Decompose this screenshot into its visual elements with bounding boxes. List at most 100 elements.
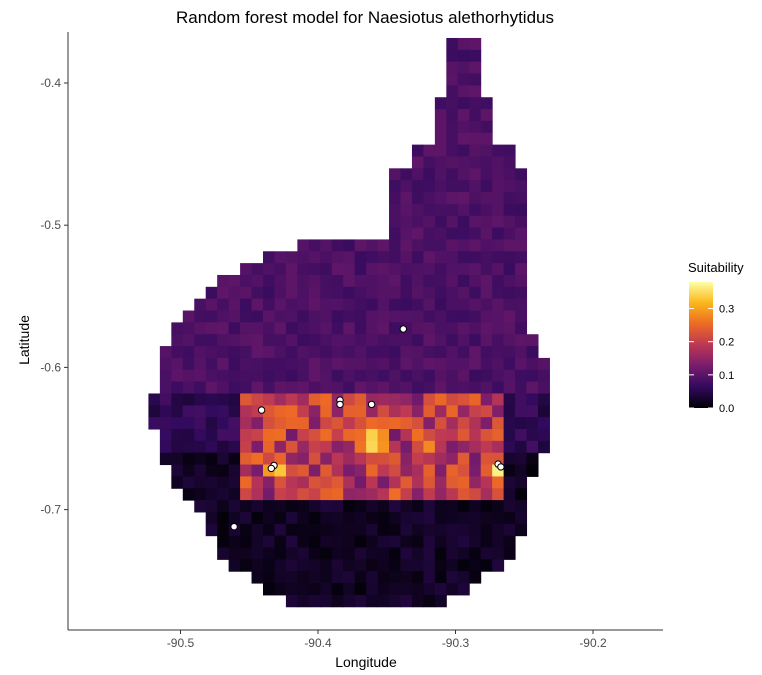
raster-cell bbox=[492, 429, 505, 442]
raster-cell bbox=[217, 417, 230, 430]
raster-cell bbox=[251, 405, 264, 418]
raster-cell bbox=[366, 393, 379, 406]
raster-cell bbox=[423, 239, 436, 252]
raster-cell bbox=[503, 310, 516, 323]
raster-cell bbox=[240, 417, 253, 430]
raster-cell bbox=[240, 310, 253, 323]
raster-cell bbox=[434, 263, 447, 276]
raster-cell bbox=[263, 500, 275, 513]
raster-cell bbox=[377, 523, 390, 537]
raster-cell bbox=[343, 405, 356, 418]
raster-cell bbox=[389, 500, 401, 513]
raster-cell bbox=[457, 381, 470, 394]
raster-cell bbox=[297, 464, 310, 477]
raster-cell bbox=[263, 429, 275, 442]
raster-cell bbox=[411, 215, 424, 229]
raster-cell bbox=[285, 263, 298, 276]
raster-cell bbox=[308, 334, 321, 347]
raster-cell bbox=[423, 286, 436, 300]
raster-cell bbox=[182, 405, 195, 418]
raster-cell bbox=[492, 488, 505, 501]
raster-cell bbox=[423, 144, 436, 157]
raster-cell bbox=[411, 452, 424, 466]
raster-cell bbox=[240, 381, 253, 394]
raster-cell bbox=[285, 417, 298, 430]
raster-cell bbox=[411, 535, 424, 549]
raster-cell bbox=[240, 535, 253, 549]
raster-cell bbox=[205, 476, 218, 489]
raster-cell bbox=[503, 346, 516, 359]
raster-cell bbox=[297, 417, 310, 430]
raster-cell bbox=[285, 286, 298, 300]
raster-cell bbox=[400, 452, 413, 466]
raster-cell bbox=[228, 452, 241, 466]
raster-cell bbox=[217, 464, 230, 477]
raster-cell bbox=[354, 405, 367, 418]
raster-cell bbox=[251, 511, 264, 525]
raster-cell bbox=[457, 346, 470, 359]
raster-cell bbox=[480, 239, 493, 252]
raster-cell bbox=[217, 357, 230, 371]
raster-cell bbox=[515, 192, 528, 205]
raster-cell bbox=[389, 215, 401, 229]
raster-cell bbox=[446, 227, 459, 240]
raster-cell bbox=[434, 251, 447, 264]
raster-cell bbox=[240, 500, 253, 513]
raster-cell bbox=[297, 251, 310, 264]
raster-cell bbox=[515, 180, 528, 193]
raster-cell bbox=[389, 263, 401, 276]
raster-cell bbox=[240, 334, 253, 347]
x-tick-label: -90.5 bbox=[167, 636, 195, 650]
raster-cell bbox=[446, 547, 459, 560]
raster-cell bbox=[423, 251, 436, 264]
raster-cell bbox=[457, 274, 470, 288]
raster-cell bbox=[377, 310, 390, 323]
raster-cell bbox=[354, 393, 367, 406]
raster-cell bbox=[308, 488, 321, 501]
raster-cell bbox=[217, 369, 230, 383]
raster-cell bbox=[297, 381, 310, 394]
raster-cell bbox=[423, 547, 436, 560]
raster-cell bbox=[411, 440, 424, 454]
raster-cell bbox=[251, 523, 264, 537]
raster-cell bbox=[274, 500, 287, 513]
raster-cell bbox=[217, 452, 230, 466]
raster-cell bbox=[171, 393, 184, 406]
raster-cell bbox=[411, 523, 424, 537]
raster-cell bbox=[308, 239, 321, 252]
raster-cell bbox=[228, 310, 241, 323]
raster-cell bbox=[308, 429, 321, 442]
raster-cell bbox=[411, 571, 424, 584]
raster-cell bbox=[515, 369, 528, 383]
raster-cell bbox=[389, 274, 401, 288]
raster-cell bbox=[492, 559, 505, 572]
raster-cell bbox=[434, 132, 447, 146]
raster-cell bbox=[274, 535, 287, 549]
raster-cell bbox=[194, 369, 207, 383]
raster-cell bbox=[194, 464, 207, 477]
raster-cell bbox=[263, 393, 275, 406]
raster-cell bbox=[240, 464, 253, 477]
raster-cell bbox=[446, 334, 459, 347]
raster-cell bbox=[320, 452, 333, 466]
raster-cell bbox=[194, 429, 207, 442]
raster-cell bbox=[297, 559, 310, 572]
raster-cell bbox=[343, 464, 356, 477]
raster-cell bbox=[377, 488, 390, 501]
raster-cell bbox=[423, 452, 436, 466]
raster-cell bbox=[480, 535, 493, 549]
raster-cell bbox=[366, 452, 379, 466]
raster-cell bbox=[320, 286, 333, 300]
raster-cell bbox=[343, 547, 356, 560]
raster-cell bbox=[515, 523, 528, 537]
raster-cell bbox=[205, 393, 218, 406]
raster-cell bbox=[389, 334, 401, 347]
occurrence-points bbox=[230, 325, 505, 531]
raster-cell bbox=[240, 346, 253, 359]
raster-cell bbox=[331, 535, 344, 549]
raster-cell bbox=[492, 381, 505, 394]
raster-cell bbox=[377, 547, 390, 560]
raster-cell bbox=[205, 381, 218, 394]
raster-cell bbox=[389, 298, 401, 312]
raster-cell bbox=[159, 440, 172, 454]
